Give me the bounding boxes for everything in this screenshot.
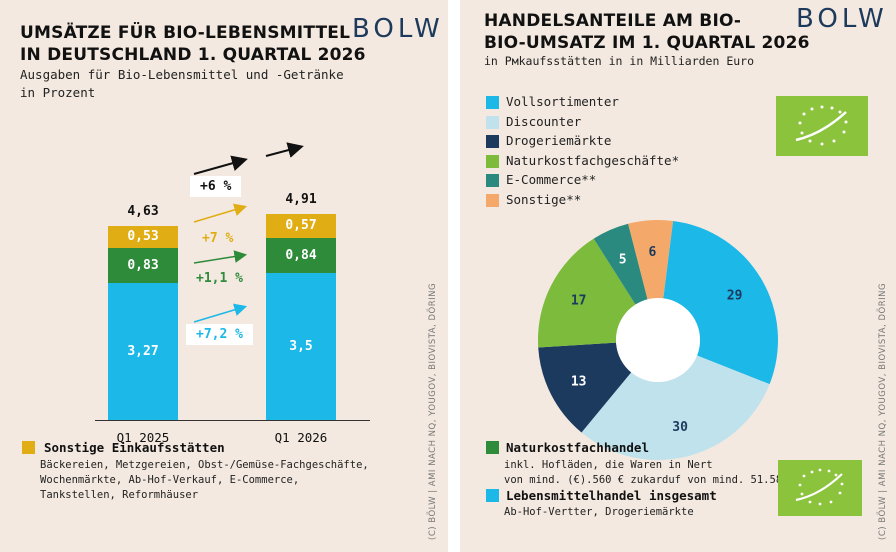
pie-legend-swatch-3: [486, 154, 499, 168]
right-title-line2: BIO-UMSATZ IM 1. QUARTAL 2026: [484, 33, 810, 53]
pie-legend-swatch-0: [486, 96, 499, 109]
note-swatch-naturkost: [486, 441, 499, 454]
right-title-line1: HANDELSANTEILE AM BIO-: [484, 11, 742, 31]
bar-q1-2025-category-label: Q1 2025: [116, 430, 170, 445]
legend-title-sonstige: Sonstige Einkaufsstätten: [44, 440, 225, 455]
bar-q1-2026-category-label: Q1 2026: [274, 430, 328, 445]
donut-chart: 29 30 13 17 5 6: [538, 220, 778, 461]
pie-legend-label-5: Sonstige**: [506, 191, 582, 207]
donut-hole: [616, 298, 700, 382]
eu-organic-logo: [776, 96, 868, 156]
legend-swatch-sonstige: [22, 441, 35, 454]
pie-legend-swatch-2: [486, 135, 499, 148]
bolw-logo: BOLW: [352, 14, 444, 44]
left-subtitle-line2: in Prozent: [20, 85, 96, 100]
note1-line2: von mind. (€).560 € zukarduf von mind. 5…: [504, 474, 802, 486]
arrow-lebensmittel: [193, 303, 248, 323]
bar-q1-2025-total-label: 4,63: [127, 203, 159, 219]
pie-legend-label-2: Drogeriemärkte: [506, 133, 612, 148]
donut-slice-label-2: 13: [571, 374, 587, 389]
legend-line-1: Bäckereien, Metzgereien, Obst-/Gemüse-Fa…: [40, 459, 369, 471]
donut-slice-3: [538, 238, 636, 348]
bolw-logo-right: BOLW: [796, 4, 888, 34]
pie-legend-swatch-5: [486, 193, 499, 207]
left-subtitle-line1: Ausgaben für Bio-Lebensmittel und -Geträ…: [20, 67, 344, 82]
eu-leaf-icon: [795, 105, 848, 146]
bar-q1-2026-segment-naturkost: 0,84: [266, 237, 336, 273]
bar-q1-2026-segment-sonstige: 0,57: [266, 213, 336, 238]
growth-arrows: [193, 142, 304, 323]
bar-q1-2026-total-label: 4,91: [285, 191, 317, 207]
donut-slice-label-4: 5: [619, 252, 627, 267]
bar-q1-2025-segment-lebensmittel: 3,27: [108, 282, 178, 420]
right-panel: HANDELSANTEILE AM BIO- BIO-UMSATZ IM 1. …: [460, 0, 896, 552]
bar-q1-2026-segment-lebensmittel: 3,5: [266, 273, 336, 420]
growth-label-lebensmittel: +7,2 %: [186, 324, 253, 345]
bar-q1-2025-segment-sonstige: 0,53: [108, 225, 178, 248]
note1-line1: inkl. Hofläden, die Waren in Nert: [504, 459, 713, 471]
pie-legend-label-0: Vollsortimenter: [506, 94, 619, 109]
stacked-bar-chart: 3,27 0,83 0,53 4,63 Q1 2025 3,5 0,84 0,5…: [95, 142, 370, 445]
donut-slice-0: [663, 220, 778, 385]
donut-slice-label-5: 6: [648, 245, 656, 260]
donut-slice-label-0: 29: [727, 289, 743, 304]
growth-label-naturkost: +1,1 %: [196, 271, 243, 286]
left-title-line2: IN DEUTSCHLAND 1. QUARTAL 2026: [20, 45, 366, 65]
pie-legend-label-3: Naturkostfachgeschäfte*: [506, 152, 680, 168]
right-credit: (C) BÖLW | AMI NACH NQ, YOUGOV, BIOVISTA…: [878, 282, 888, 540]
note-swatch-lebensmittel: [486, 489, 499, 502]
donut-slice-2: [538, 342, 632, 433]
pie-legend-label-4: E-Commerce**: [506, 172, 597, 187]
eu-organic-logo-small: [778, 460, 862, 516]
note1-title: Naturkostfachhandel: [506, 440, 649, 455]
donut-slice-4: [593, 223, 648, 305]
donut-slice-1: [581, 355, 770, 461]
pie-legend-swatch-1: [486, 115, 499, 129]
donut-slice-label-3: 17: [571, 294, 587, 309]
eu-leaf-icon-small: [795, 468, 844, 506]
right-subtitle: in Pмkaufsstätten in in Milliarden Euro: [484, 54, 755, 68]
left-title-line1: UMSÄTZE FÜR BIO-LEBENSMITTEL: [20, 23, 351, 43]
arrow-sonstige: [193, 203, 248, 223]
arrow-naturkost: [193, 250, 248, 264]
donut-slice-label-1: 30: [672, 420, 688, 435]
bar-q1-2025-segment-naturkost: 0,83: [108, 247, 178, 283]
left-credit: (C) BÖLW | AMI NACH NQ, YOUGOV, BIOVISTA…: [428, 282, 438, 540]
note2-line1: Ab-Hof-Vertter, Drogeriemärkte: [504, 506, 694, 518]
growth-label-sonstige: +7 %: [202, 231, 234, 246]
pie-legend-label-1: Discounter: [506, 113, 582, 129]
x-axis-line: [95, 420, 370, 421]
legend-line-2: Wochenmärkte, Ab-Hof-Verkauf, E-Commerce…: [40, 474, 300, 486]
pie-legend-swatch-4: [486, 174, 499, 187]
left-panel: UMSÄTZE FÜR BIO-LEBENSMITTEL IN DEUTSCHL…: [0, 0, 448, 552]
note2-title: Lebensmittelhandel insgesamt: [506, 488, 717, 503]
arrow-total-1: [193, 155, 248, 175]
donut-slice-5: [628, 220, 674, 300]
legend-line-3: Tankstellen, Reformhäuser: [40, 489, 199, 501]
growth-label-total: +6 %: [190, 176, 242, 197]
arrow-total-2: [265, 142, 304, 158]
